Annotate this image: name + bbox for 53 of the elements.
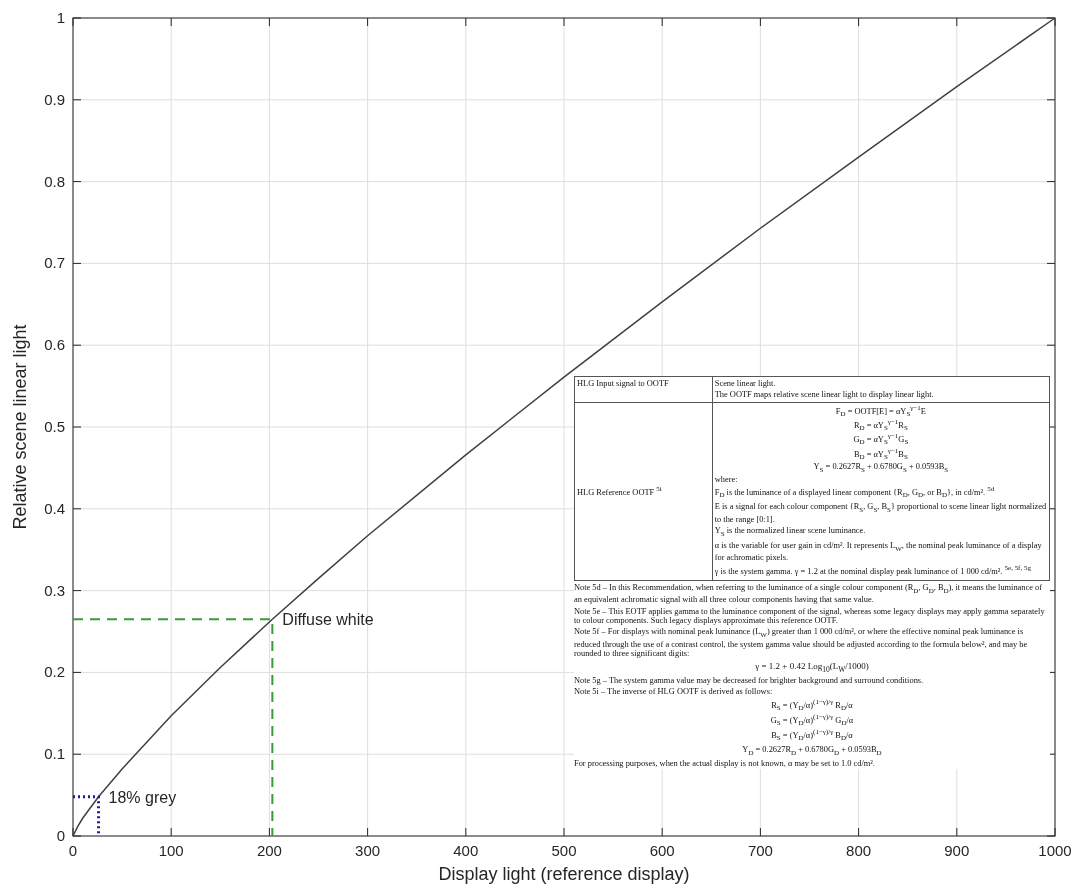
line-series [72,17,1056,837]
annotation: 18% grey [108,788,177,806]
x-tick-label: 300 [355,842,381,859]
y-tick-label: 1 [56,9,65,26]
y-axis-title: Relative scene linear light [10,324,30,530]
annotation: Scene linear light. [714,379,777,389]
text: Note 5d – In this Recommendation, when referring to the luminance of a single colour component (R$_{D}$, G$_{D}$, B$_{D}$), it means the luminance of an equivalent achromatic signal with all three colour components having that same value. [574,582,1043,605]
text: E is a signal for each colour component {R$_{S}$, G$_{S}$, B$_{S}$} proportional to scene linear light normalized to the range [0:1]. [714,502,1047,524]
text: G$_{S}$ = (Y$_{D}$/α)$^{(1−γ)/γ}$ G$_{D}$/α [770,713,854,728]
y-tick-label: 0.6 [44,336,65,354]
annotation: B$_{D}$ = αY$_{S}$$^{γ−1}$B$_{S}$ [852,446,909,462]
annotation: For processing purposes, when the actual display is not known, α may be set to 1.0 cd/m². [574,759,876,769]
annotation: G$_{D}$ = αY$_{S}$$^{γ−1}$G$_{S}$ [852,432,910,448]
annotation: HLG Input signal to OOTF [577,379,670,389]
annotation: Y$_{S}$ is the normalized linear scene luminance. [714,526,867,539]
annotation: γ = 1.2 + 0.42 Log$_{10}$(L$_{W}$/1000) [754,660,870,674]
annotation: γ is the system gamma. γ = 1.2 at the nominal display peak luminance of 1 000 cd/m². $^{5e, 5f, 5g}$ [714,563,1032,576]
annotation: HLG Reference OOTF $^{5i}$ [577,484,663,497]
x-tick-label: 700 [747,842,773,859]
text: R$_{S}$ = (Y$_{D}$/α)$^{(1−γ)/γ}$ R$_{D}$/α [771,697,853,713]
x-tick-label: 100 [158,842,184,859]
text: F$_{D}$ is the luminance of a displayed linear component {R$_{D}$, G$_{D}$, or B$_{D}$}, in cd/m². $^{5d}$ [714,484,995,500]
annotation: Note 5f – For displays with nominal peak luminance (L$_{W}$) greater than 1 000 cd/m², or where the effective nominal peak luminance is reduced through the use of a contrast control, the system gamma value should be adjusted according to the formula below², and may be rounded to three significant digits: [574,627,1029,659]
y-tick-label: 0.2 [44,663,65,681]
x-axis-title: Display light (reference display) [438,864,690,884]
annotation: Y$_{S}$ = 0.2627R$_{S}$ + 0.6780G$_{S}$ + 0.0593B$_{S}$ [812,462,950,475]
y-tick-label: 0.1 [44,745,65,763]
x-tick-label: 900 [944,842,970,859]
y-tick-label: 0.5 [44,418,65,435]
y-tick-label: 0.8 [44,172,65,190]
x-tick-label: 200 [256,842,282,859]
y-tick-label: 0 [56,827,65,844]
annotation: F$_{D}$ = OOTF[E] = αY$_{S}$$^{γ−1}$E [834,403,927,420]
annotation: Note 5i – The inverse of HLG OOTF is derived as follows: [574,687,774,697]
x-tick-label: 0 [68,842,78,859]
annotation: where: [714,474,739,484]
x-tick-label: 400 [453,842,479,859]
annotation: Diffuse white [282,611,374,629]
annotation: R$_{D}$ = αY$_{S}$$^{γ−1}$R$_{S}$ [852,418,909,434]
x-tick-label: 600 [649,842,675,859]
text: B$_{S}$ = (Y$_{D}$/α)$^{(1−γ)/γ}$ B$_{D}$/α [771,728,853,743]
annotation: Note 5e – This EOTF applies gamma to the luminance component of the signal, whereas some legacy displays may apply gamma separately to colour components. Such legacy displays approximate this reference OOTF. [574,606,1046,626]
annotation: Y$_{D}$ = 0.2627R$_{D}$ + 0.6780G$_{D}$ + 0.0593B$_{D}$ [741,744,883,758]
x-tick-label: 1000 [1038,842,1072,859]
y-tick-label: 0.4 [44,499,65,517]
x-tick-label: 500 [551,842,577,859]
annotation: Note 5g – The system gamma value may be decreased for brighter background and surround conditions. [574,675,925,686]
y-tick-label: 0.3 [44,581,65,599]
y-tick-label: 0.9 [44,90,65,108]
x-tick-label: 800 [846,842,872,859]
y-tick-label: 0.7 [44,254,65,272]
text: α is the variable for user gain in cd/m². It represents L$_{W}$, the nominal peak luminance of a display for achromatic pixels. [714,540,1042,563]
annotation: The OOTF maps relative scene linear light to display linear light. [714,390,935,400]
